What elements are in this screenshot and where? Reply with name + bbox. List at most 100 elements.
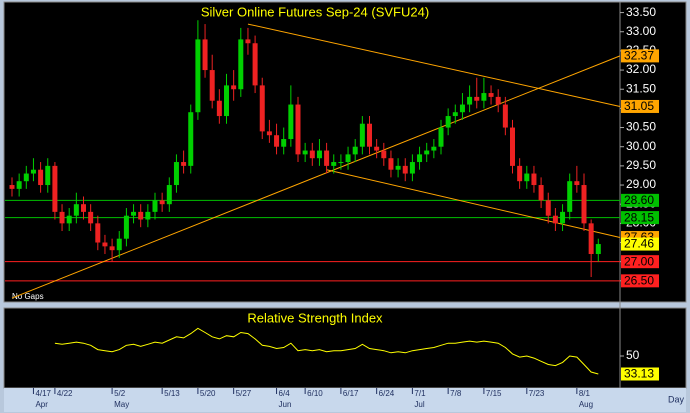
candle-body: [73, 204, 79, 216]
candle-body: [417, 154, 423, 163]
candle-body: [102, 242, 108, 247]
candle-body: [381, 150, 387, 159]
month-label: May: [114, 400, 129, 409]
candle-body: [52, 165, 58, 212]
candle-body: [524, 173, 530, 182]
candle-body: [574, 181, 580, 186]
candle-body: [510, 127, 515, 166]
y-tick-label: 29.50: [626, 158, 656, 172]
candle-body: [459, 104, 465, 113]
candle-body: [502, 104, 508, 128]
x-tick-label: 6/24: [379, 389, 395, 398]
candle-body: [302, 150, 308, 155]
x-tick-label: 6/10: [307, 389, 323, 398]
candle-body: [224, 85, 229, 117]
candle-body: [123, 215, 129, 239]
candle-body: [495, 96, 501, 105]
y-tick-label: 31.50: [626, 81, 656, 95]
candle-body: [138, 211, 144, 220]
candle-body: [181, 162, 187, 166]
candle-body: [324, 150, 330, 166]
candle-body: [445, 116, 451, 128]
candle-body: [402, 165, 408, 174]
last-price-box: [621, 237, 659, 251]
candle-body: [338, 162, 344, 164]
candle-body: [109, 246, 115, 251]
candle-body: [588, 223, 594, 255]
trend-line: [11, 55, 621, 299]
candle-body: [424, 150, 430, 155]
x-tick-label: 6/17: [343, 389, 359, 398]
candle-body: [81, 204, 86, 212]
candle-body: [367, 123, 372, 147]
level-value-box: [621, 274, 659, 288]
candle-body: [23, 173, 29, 182]
level-value-box: [621, 255, 659, 269]
chart-title: Silver Online Futures Sep-24 (SVFU24): [201, 4, 429, 19]
x-tick-label: 7/15: [486, 389, 502, 398]
x-tick-label: 6/4: [279, 389, 291, 398]
x-tick-label: 5/2: [114, 389, 126, 398]
x-tick-label: 5/27: [236, 389, 252, 398]
trend-value: 31.05: [624, 99, 654, 113]
candle-body: [131, 211, 137, 216]
candle-body: [388, 158, 394, 170]
candle-body: [274, 135, 280, 147]
level-value: 26.50: [624, 274, 654, 288]
candle-body: [116, 238, 122, 251]
candle-body: [145, 211, 151, 220]
candle-body: [45, 165, 51, 186]
y-tick-label: 33.00: [626, 24, 656, 38]
annotation: No Gaps: [12, 292, 44, 301]
price-panel: [3, 1, 687, 303]
candle-body: [95, 223, 101, 243]
candle-body: [352, 146, 358, 155]
level-value-box: [621, 193, 659, 207]
trend-value-box: [621, 49, 659, 63]
candle-body: [152, 200, 158, 212]
level-value: 28.60: [624, 193, 654, 207]
candle-body: [552, 215, 558, 224]
trend-line: [326, 169, 621, 239]
candle-body: [309, 150, 315, 159]
candle-body: [452, 112, 458, 117]
y-tick-label: 50: [626, 348, 640, 362]
candle-body: [252, 43, 258, 86]
candle-body: [517, 165, 523, 182]
candle-body: [359, 123, 365, 147]
candle-body: [374, 146, 380, 151]
candle-body: [59, 211, 65, 224]
candle-body: [9, 185, 15, 189]
x-tick-label: 7/8: [450, 389, 462, 398]
candle-body: [538, 185, 544, 201]
month-label: Jun: [279, 400, 292, 409]
candle-body: [195, 39, 201, 113]
candle-body: [595, 244, 601, 255]
rsi-value-box: [621, 367, 659, 381]
candle-body: [209, 70, 215, 101]
x-tick-label: 5/13: [164, 389, 180, 398]
candle-body: [238, 39, 244, 90]
candle-body: [438, 127, 444, 147]
month-label: Jul: [414, 400, 424, 409]
period-label: Day: [668, 394, 685, 404]
candle-body: [266, 131, 272, 136]
month-label: Aug: [579, 400, 593, 409]
trend-line: [247, 23, 621, 107]
candle-body: [173, 162, 179, 186]
candle-body: [531, 173, 537, 186]
rsi-title: Relative Strength Index: [247, 310, 383, 325]
candle-body: [288, 104, 294, 140]
month-label: Apr: [35, 400, 48, 409]
y-tick-label: 32.00: [626, 62, 656, 76]
candle-body: [567, 181, 573, 212]
candle-body: [474, 96, 480, 101]
y-tick-label: 29.00: [626, 177, 656, 191]
rsi-line: [54, 327, 599, 375]
candle-body: [245, 39, 251, 44]
candle-body: [30, 169, 36, 174]
rsi-value: 33.13: [624, 367, 654, 381]
candle-body: [38, 169, 44, 186]
trend-value: 32.37: [624, 49, 654, 63]
